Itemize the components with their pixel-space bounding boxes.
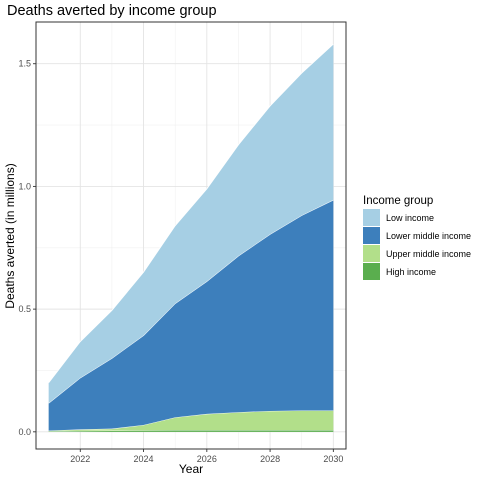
y-tick-label: 0.0: [18, 427, 31, 437]
x-tick-label: 2026: [197, 454, 217, 464]
chart-title: Deaths averted by income group: [7, 3, 217, 19]
x-tick-label: 2024: [134, 454, 154, 464]
area-upper-middle-income: [48, 410, 334, 432]
area-lower-middle-income: [48, 199, 334, 431]
x-axis: 2022 2024 2026 2028 2030: [70, 449, 343, 464]
legend: Income group Low income Lower middle inco…: [363, 195, 471, 280]
x-tick-label: 2022: [70, 454, 90, 464]
legend-title: Income group: [363, 195, 433, 207]
legend-label-lower-middle-income: Lower middle income: [386, 231, 471, 241]
x-axis-title: Year: [179, 462, 203, 476]
area-low-income: [48, 44, 334, 404]
y-tick-label: 0.5: [18, 304, 31, 314]
legend-label-low-income: Low income: [386, 213, 434, 223]
y-tick-label: 1.5: [18, 59, 31, 69]
y-tick-label: 1.0: [18, 181, 31, 191]
y-axis: 0.0 0.5 1.0 1.5: [18, 59, 36, 437]
legend-key-lower-middle-income: [363, 227, 380, 244]
legend-label-upper-middle-income: Upper middle income: [386, 249, 471, 259]
plot-panel: [35, 21, 347, 450]
legend-key-low-income: [363, 209, 380, 226]
x-tick-label: 2030: [323, 454, 343, 464]
legend-label-high-income: High income: [386, 267, 436, 277]
x-tick-label: 2028: [260, 454, 280, 464]
area-series: [48, 43, 334, 432]
panel-border: [35, 21, 347, 450]
y-axis-title: Deaths averted (in millions): [3, 163, 17, 308]
legend-key-upper-middle-income: [363, 245, 380, 262]
legend-key-high-income: [363, 263, 380, 280]
area-outline-low-income: [48, 43, 334, 384]
